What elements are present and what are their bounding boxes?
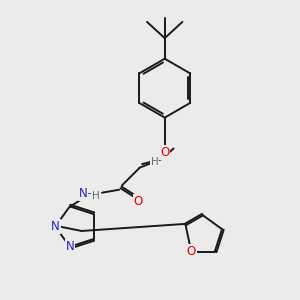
Text: N: N (65, 240, 74, 253)
Text: O: O (187, 245, 196, 258)
Text: O: O (160, 146, 169, 159)
Text: H: H (92, 190, 99, 201)
Text: N: N (79, 187, 88, 200)
Text: H: H (151, 157, 158, 167)
Text: O: O (134, 195, 143, 208)
Text: N: N (51, 220, 60, 233)
